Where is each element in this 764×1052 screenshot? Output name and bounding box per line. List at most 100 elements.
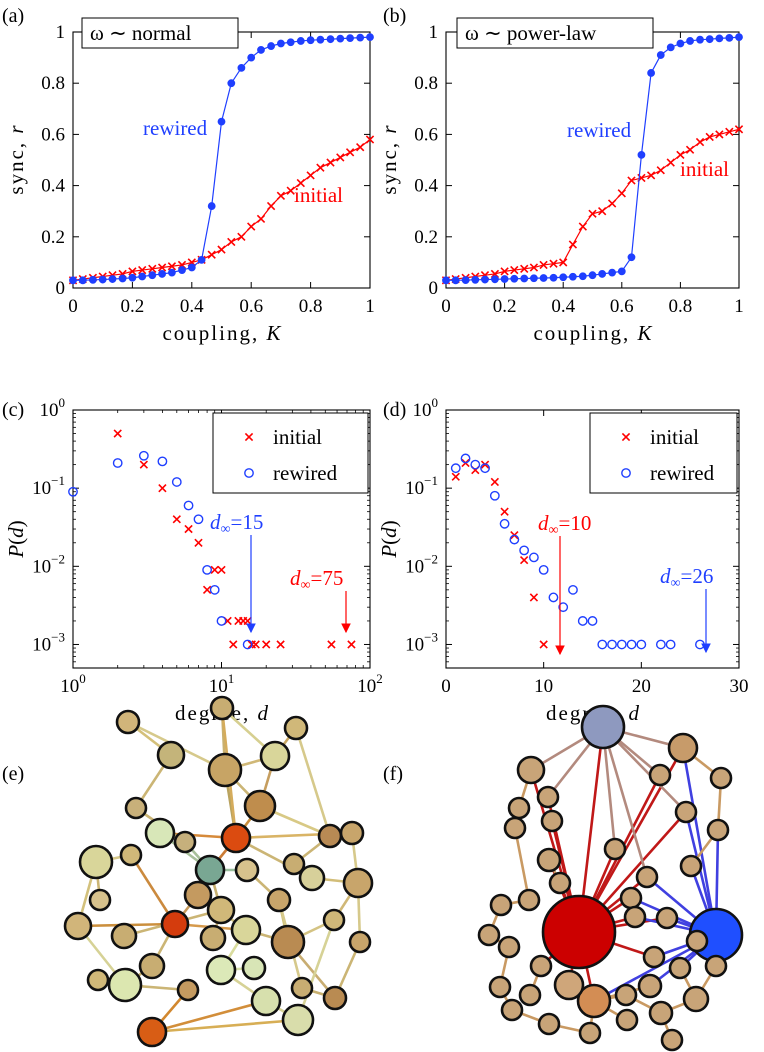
data-point-rewired: [98, 275, 107, 284]
network-node: [283, 715, 309, 741]
network-node: [209, 695, 235, 721]
marker-x-stroke: [251, 640, 260, 649]
network-node: [655, 906, 679, 930]
marker-x-stroke: [549, 259, 558, 268]
tick-base: 10: [40, 400, 59, 421]
marker-x-stroke: [666, 158, 675, 167]
network-node: [679, 854, 703, 878]
network-node: [63, 911, 93, 941]
marker-x-stroke: [138, 265, 147, 275]
panel-label-a: (a): [2, 5, 24, 27]
marker-x-stroke: [247, 222, 256, 231]
data-point-rewired: [296, 37, 305, 45]
data-point-rewired: [88, 275, 97, 284]
data-point-initial: [529, 593, 539, 602]
marker-x-stroke: [316, 163, 325, 172]
data-point-initial: [327, 640, 336, 649]
marker-x-stroke: [520, 264, 529, 273]
y-tick-label: 1: [429, 22, 439, 43]
tick-exponent: 0: [59, 395, 66, 410]
network-node: [270, 924, 306, 960]
title-box: [456, 17, 654, 49]
annotation-value: =15: [230, 510, 263, 534]
data-point-rewired: [598, 270, 607, 278]
network-node: [709, 766, 733, 790]
data-point-initial: [336, 153, 345, 162]
marker-x-stroke: [656, 166, 665, 175]
axis-label-text: sync,: [377, 134, 401, 195]
data-point-rewired: [68, 486, 78, 497]
data-point-initial: [243, 616, 252, 626]
data-point-rewired: [559, 273, 568, 282]
network-node: [144, 817, 176, 849]
marker-x-stroke: [286, 186, 295, 195]
panel-label-c: (c): [2, 399, 24, 421]
data-point-rewired: [326, 35, 335, 44]
y-axis-label: sync, r: [4, 125, 28, 195]
data-point-rewired: [491, 275, 499, 284]
marker-x-stroke: [148, 264, 157, 273]
x-tick-label: 0: [441, 676, 451, 697]
data-point-initial: [356, 143, 365, 152]
panel-label-d: (d): [383, 399, 406, 421]
axis-label-variable: d: [628, 701, 639, 725]
network-node: [541, 894, 617, 970]
annotation-value: =26: [680, 564, 713, 588]
data-point-rewired: [539, 274, 548, 282]
data-point-rewired: [207, 202, 216, 210]
marker-x-stroke: [266, 201, 276, 211]
data-point-initial: [217, 245, 226, 254]
marker-x-stroke: [568, 240, 578, 249]
axis-label-text: ): [4, 520, 28, 527]
data-point-rewired: [509, 534, 520, 545]
network-node: [660, 1028, 684, 1052]
marker-x-stroke: [276, 640, 285, 649]
network-node: [553, 969, 585, 1001]
data-point-initial: [500, 267, 509, 276]
network-node: [234, 857, 260, 883]
network-node: [206, 895, 236, 925]
data-point-rewired: [316, 35, 325, 44]
x-tick-label: 101: [209, 671, 235, 697]
marker-x-stroke: [588, 209, 597, 218]
legend-marker-rewired: [621, 468, 631, 478]
data-point-rewired: [529, 552, 539, 563]
marker-x-stroke: [519, 555, 529, 565]
data-point-rewired: [735, 33, 743, 42]
marker-x-stroke: [627, 176, 636, 185]
data-point-rewired: [597, 639, 608, 650]
y-tick-label: 10−1: [32, 473, 65, 499]
network-node: [540, 809, 564, 833]
network-node: [160, 909, 190, 939]
axis-label-variable: K: [636, 321, 652, 345]
legend: initial rewired: [589, 412, 738, 494]
network-e-initial: [63, 695, 374, 1048]
x-tick-label: 0.8: [669, 296, 693, 317]
data-point-rewired: [520, 274, 529, 283]
marker-x-stroke: [306, 171, 315, 180]
data-point-initial: [184, 524, 193, 534]
tick-exponent: 0: [432, 395, 439, 410]
annotation-var: d: [538, 511, 549, 535]
data-point-rewired: [366, 33, 374, 42]
tick-base: 10: [405, 556, 424, 577]
tick-exponent: −2: [424, 551, 438, 566]
data-point-initial: [210, 565, 219, 575]
x-tick-label: 1: [365, 296, 375, 317]
data-point-rewired: [588, 271, 597, 280]
x-tick-label: 0.6: [239, 296, 263, 317]
marker-x-stroke: [327, 640, 336, 649]
data-point-initial: [490, 477, 499, 487]
data-point-initial: [326, 158, 335, 167]
tick-base: 10: [32, 556, 51, 577]
data-point-initial: [529, 263, 539, 272]
data-point-rewired: [112, 458, 123, 468]
marker-x-stroke: [356, 143, 365, 152]
data-point-rewired: [217, 117, 226, 126]
marker-x-stroke: [695, 137, 705, 147]
data-point-rewired: [480, 463, 490, 474]
marker-x-stroke: [256, 214, 266, 224]
data-point-initial: [113, 429, 122, 438]
marker-x-stroke: [347, 640, 356, 649]
